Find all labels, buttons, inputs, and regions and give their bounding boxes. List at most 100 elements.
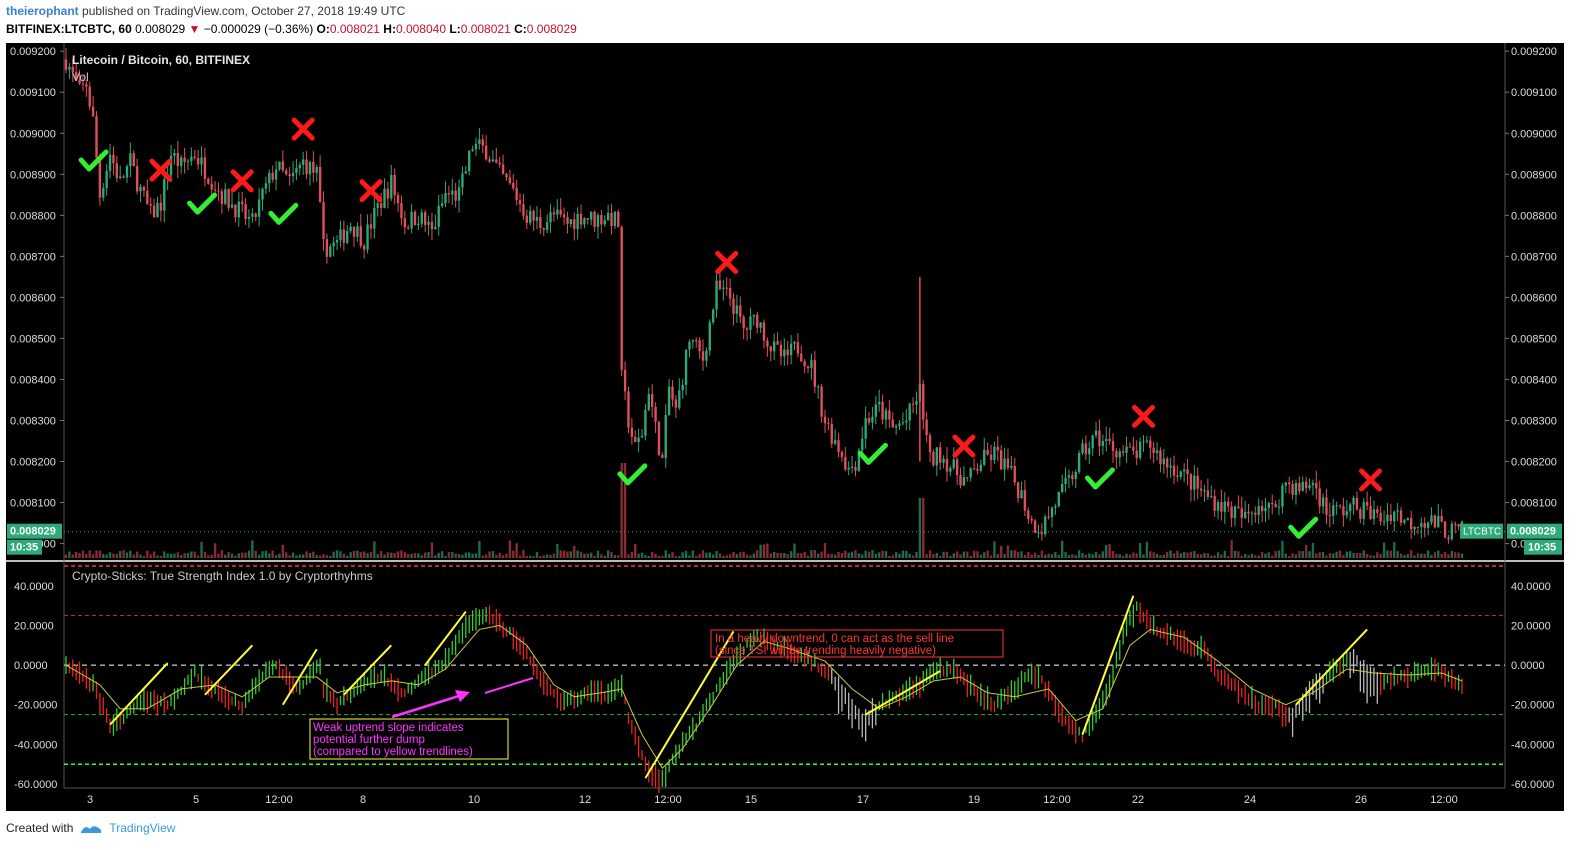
author-username[interactable]: theierophant [6, 4, 79, 18]
volume-bar [1284, 553, 1287, 558]
volume-bar [1243, 554, 1247, 558]
volume-bar [620, 463, 623, 558]
volume-bar [474, 553, 478, 558]
volume-bar [1308, 551, 1311, 558]
sell-x-icon[interactable] [359, 179, 383, 203]
candle-body [1342, 506, 1345, 516]
candle-body [661, 454, 664, 458]
candle-body [1094, 430, 1098, 436]
volume-bar [152, 551, 156, 558]
time-axis[interactable]: 3 5 12:00 8 10 12 12:00 15 17 19 12:00 22 24 26 12:00 [87, 794, 1458, 806]
yellow-trendline[interactable] [424, 610, 467, 666]
volume-bar [501, 555, 505, 558]
volume-bar [1000, 545, 1003, 558]
buy-check-icon[interactable] [268, 202, 299, 225]
buy-check-icon[interactable] [1084, 467, 1115, 490]
sell-x-icon[interactable] [715, 251, 739, 275]
buy-check-icon[interactable] [187, 192, 218, 215]
candle-body [657, 421, 661, 455]
buy-check-icon[interactable] [857, 442, 888, 465]
volume-bar [529, 555, 532, 558]
candle-body [85, 84, 88, 87]
signal-marks[interactable] [78, 117, 1383, 539]
candle-body [420, 212, 423, 224]
volume-bar [532, 555, 535, 558]
candle-body [681, 384, 684, 391]
candle-body [1020, 490, 1023, 499]
tsi-axis[interactable]: 40.0000 40.0000 20.0000 20.0000 0.0000 0.0000… [14, 581, 1554, 791]
candle-body [339, 229, 342, 240]
candle-body [847, 467, 850, 470]
yellow-trendline[interactable] [865, 670, 941, 716]
annotation-magenta-box[interactable]: Weak uptrend slope indicates potential f… [309, 718, 509, 760]
candle-body [369, 224, 373, 229]
candle-body [1420, 523, 1423, 528]
volume-bar [1379, 553, 1382, 558]
candle-body [732, 298, 735, 314]
candle-body [654, 406, 657, 422]
magenta-arrow[interactable] [391, 677, 534, 719]
sell-x-icon[interactable] [291, 117, 315, 141]
volume-bar [491, 551, 495, 558]
time-tick: 12:00 [654, 794, 682, 806]
candle-body [1172, 465, 1176, 476]
candle-body [1315, 482, 1318, 489]
buy-check-icon[interactable] [617, 463, 648, 486]
volume-bar [823, 543, 827, 558]
yellow-trendline[interactable] [204, 644, 254, 696]
tradingview-brand[interactable]: TradingView [109, 821, 176, 835]
candle-body [288, 174, 291, 177]
candle-body [1037, 532, 1040, 534]
candle-body [1071, 475, 1074, 480]
volume-bar [1094, 551, 1098, 558]
volume-bar [1111, 551, 1115, 558]
volume-bar [115, 554, 119, 558]
candle-body [840, 451, 844, 458]
candle-body [1376, 509, 1379, 513]
yellow-trendline[interactable] [1295, 628, 1368, 706]
sell-x-icon[interactable] [230, 169, 254, 193]
candle-body [129, 153, 132, 167]
volume-bar [1138, 542, 1142, 558]
volume-bar [1203, 552, 1206, 558]
candle-body [1426, 522, 1430, 528]
yellow-trendline[interactable] [282, 648, 318, 706]
sell-x-icon[interactable] [952, 434, 976, 458]
volume-bar [407, 553, 410, 558]
yellow-trendline[interactable] [644, 630, 735, 779]
trendlines[interactable] [109, 595, 1368, 779]
candle-body [169, 155, 173, 176]
candle-body [698, 340, 701, 352]
volume-bar [1027, 551, 1030, 558]
candle-body [688, 341, 691, 350]
buy-check-icon[interactable] [78, 149, 109, 172]
sell-x-icon[interactable] [149, 158, 173, 182]
candle-body [115, 163, 119, 179]
price-axis-right[interactable]: 0.009200 0.009100 0.009000 0.008900 0.008800… [1505, 46, 1557, 551]
volume-bar [1210, 555, 1213, 558]
candle-body [390, 175, 393, 199]
yellow-trendline[interactable] [343, 644, 393, 696]
candle-body [488, 159, 491, 162]
yellow-trendline[interactable] [1081, 595, 1135, 735]
volume-bar [1050, 554, 1054, 558]
candle-body [789, 343, 793, 356]
candle-body [298, 164, 301, 169]
open-label: O: [316, 22, 330, 36]
candle-body [244, 204, 247, 219]
candle-body [478, 139, 481, 144]
buy-check-icon[interactable] [1288, 516, 1319, 539]
time-tick: 12:00 [1043, 794, 1071, 806]
yellow-trendline[interactable] [109, 662, 169, 726]
sell-x-icon[interactable] [1359, 468, 1383, 492]
volume-bar [64, 554, 68, 558]
volume-bar [651, 551, 654, 558]
time-label-left: 10:35 [10, 542, 38, 554]
sell-x-icon[interactable] [1131, 404, 1155, 428]
candle-body [684, 349, 688, 385]
volume-bar [420, 555, 423, 558]
volume-bar [1416, 553, 1420, 558]
last-price-right: 0.008029 [1510, 526, 1556, 538]
annotation-red-box[interactable]: In a heavy downtrend, 0 can act as the s… [710, 629, 1004, 658]
